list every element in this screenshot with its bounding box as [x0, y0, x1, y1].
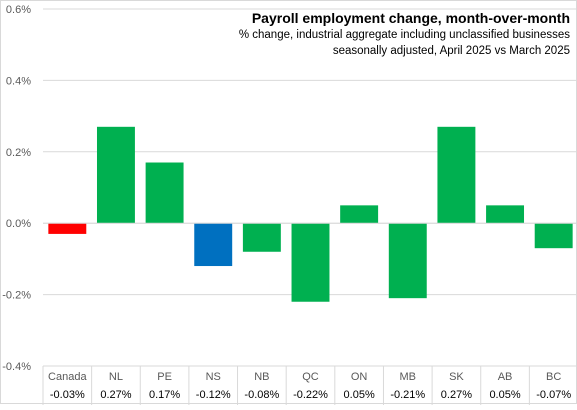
chart-subtitle-line-2: seasonally adjusted, April 2025 vs March…: [332, 45, 570, 57]
category-label: MB: [400, 371, 417, 383]
value-label: -0.08%: [244, 389, 279, 401]
bar: [437, 126, 476, 224]
bar: [242, 223, 281, 252]
value-label: -0.03%: [50, 389, 85, 401]
chart-title: Payroll employment change, month-over-mo…: [251, 10, 570, 26]
category-label: SK: [449, 371, 464, 383]
value-label: 0.27%: [441, 389, 472, 401]
category-label: PE: [157, 371, 172, 383]
category-label: AB: [498, 371, 513, 383]
bar: [534, 223, 573, 249]
bar: [96, 126, 135, 224]
category-label: Canada: [48, 371, 87, 383]
bar: [145, 162, 184, 224]
category-label: NS: [206, 371, 221, 383]
bar: [48, 223, 87, 234]
bar: [194, 223, 233, 267]
value-label: -0.22%: [293, 389, 328, 401]
y-tick-label: -0.4%: [2, 361, 31, 373]
y-tick-label: 0.6%: [6, 4, 31, 16]
bar: [388, 223, 427, 299]
bar: [291, 223, 330, 302]
y-tick-label: -0.2%: [2, 290, 31, 302]
value-label: 0.05%: [344, 389, 375, 401]
bar: [340, 205, 379, 224]
value-label: 0.17%: [149, 389, 180, 401]
value-label: -0.12%: [196, 389, 231, 401]
value-label: 0.05%: [489, 389, 520, 401]
category-label: NL: [109, 371, 123, 383]
value-label: -0.21%: [390, 389, 425, 401]
category-label: ON: [351, 371, 368, 383]
category-label: BC: [546, 371, 561, 383]
bar: [486, 205, 525, 224]
value-label: -0.07%: [536, 389, 571, 401]
category-label: NB: [254, 371, 269, 383]
chart-title-block: Payroll employment change, month-over-mo…: [239, 9, 570, 59]
value-label: 0.27%: [100, 389, 131, 401]
category-label: QC: [302, 371, 319, 383]
y-tick-label: 0.0%: [6, 218, 31, 230]
chart-subtitle-line-1: % change, industrial aggregate including…: [238, 29, 570, 41]
y-tick-label: 0.2%: [6, 147, 31, 159]
y-tick-label: 0.4%: [6, 75, 31, 87]
